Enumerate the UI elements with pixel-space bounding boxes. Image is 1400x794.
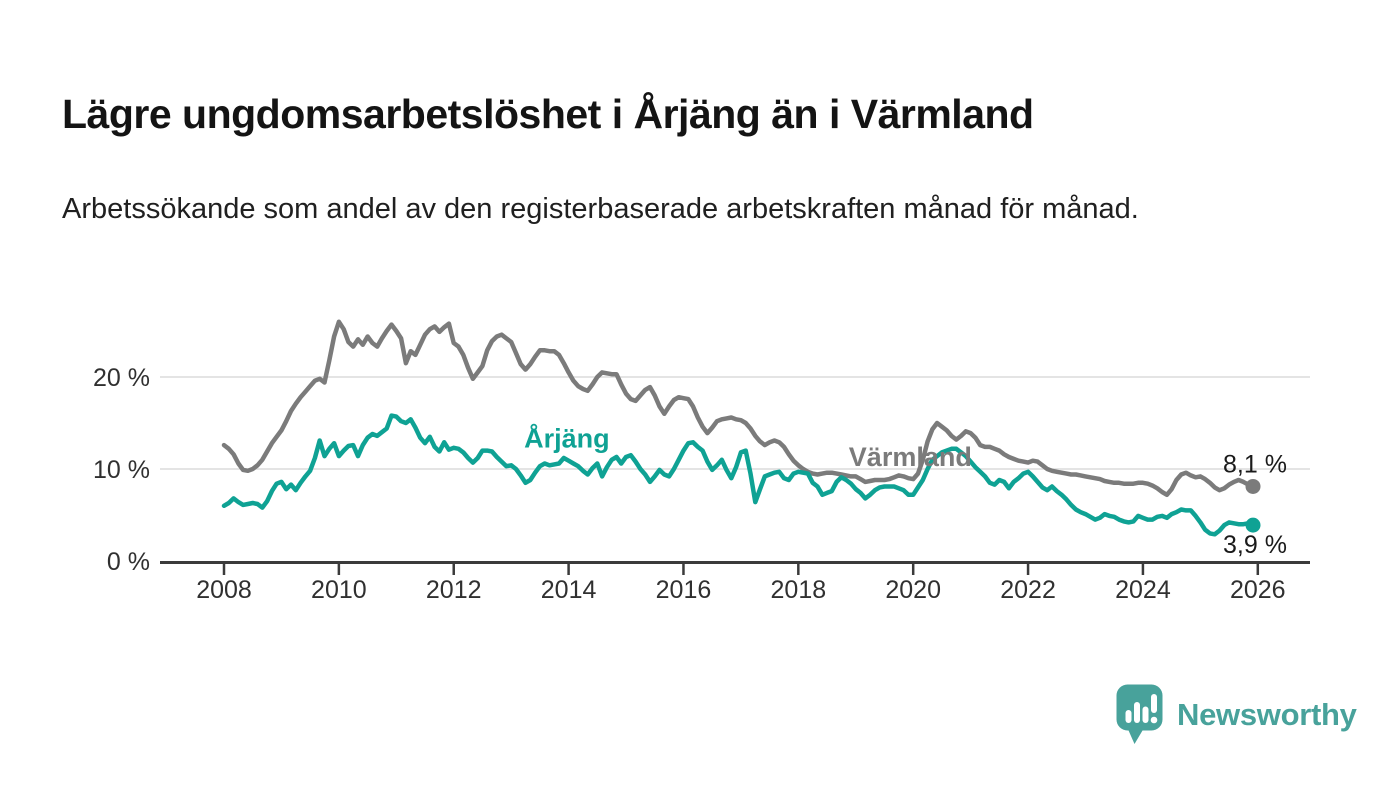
- newsworthy-icon: [1116, 684, 1163, 744]
- x-tick-label: 2026: [1230, 576, 1286, 604]
- x-tick-label: 2008: [196, 576, 252, 604]
- series-label-varmland: Värmland: [849, 442, 972, 472]
- y-tick-label: 0 %: [107, 548, 150, 576]
- end-value-label-varmland: 8,1 %: [1223, 450, 1287, 478]
- end-dot-arjang: [1245, 517, 1261, 533]
- x-tick-label: 2014: [541, 576, 597, 604]
- x-tick-label: 2010: [311, 576, 367, 604]
- chart-subtitle: Arbetssökande som andel av den registerb…: [62, 193, 1139, 225]
- y-tick-label: 10 %: [93, 456, 150, 484]
- series-line-varmland: [221, 319, 1256, 498]
- y-tick-label: 20 %: [93, 364, 150, 392]
- end-value-label-arjang: 3,9 %: [1223, 531, 1287, 559]
- x-tick-label: 2016: [656, 576, 712, 604]
- x-tick-label: 2020: [885, 576, 941, 604]
- x-tick-label: 2024: [1115, 576, 1171, 604]
- x-tick-label: 2022: [1000, 576, 1056, 604]
- newsworthy-logo: Newsworthy: [1115, 683, 1357, 746]
- chart-title: Lägre ungdomsarbetslöshet i Årjäng än i …: [62, 91, 1034, 138]
- end-dot-varmland: [1245, 478, 1261, 494]
- x-tick-label: 2012: [426, 576, 482, 604]
- x-tick-label: 2018: [771, 576, 827, 604]
- newsworthy-wordmark: Newsworthy: [1177, 696, 1357, 732]
- series-label-arjang: Årjäng: [524, 423, 610, 454]
- series-line-arjang: [221, 413, 1256, 537]
